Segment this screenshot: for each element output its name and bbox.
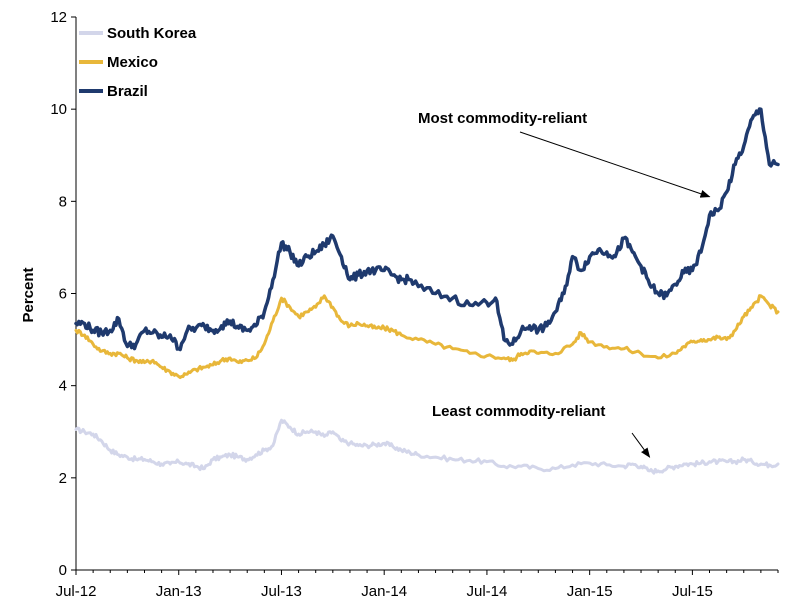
legend-label: Mexico	[107, 54, 158, 71]
y-tick-label: 6	[59, 286, 67, 303]
series-line-brazil	[74, 107, 780, 352]
legend-label: Brazil	[107, 83, 148, 100]
y-tick-label: 4	[59, 378, 67, 395]
x-tick-label: Jan-13	[156, 583, 202, 600]
y-tick-label: 12	[50, 9, 67, 26]
annotation-label: Most commodity-reliant	[418, 110, 587, 127]
x-tick-label: Jul-14	[466, 583, 507, 600]
x-tick-label: Jan-15	[567, 583, 613, 600]
x-axis: Jul-12 Jan-13 Jul-13 Jan-14 Jul-14 Jan-15 Jul-…	[56, 569, 779, 600]
x-tick-label: Jul-15	[672, 583, 713, 600]
annotation-arrow	[519, 131, 711, 198]
annotation-arrow	[631, 432, 651, 458]
series-group	[74, 107, 780, 475]
x-tick-label: Jul-12	[56, 583, 97, 600]
series-line-south-korea	[74, 418, 780, 475]
y-axis-label: Percent	[20, 267, 37, 322]
series-line-mexico	[74, 294, 780, 380]
y-tick-label: 10	[50, 101, 67, 118]
x-tick-label: Jul-13	[261, 583, 302, 600]
annotation-label: Least commodity-reliant	[432, 403, 605, 420]
legend: South Korea Mexico Brazil	[79, 25, 197, 100]
y-axis: 0 2 4 6 8 10 12	[50, 9, 77, 579]
legend-label: South Korea	[107, 25, 197, 42]
x-tick-label: Jan-14	[361, 583, 407, 600]
y-tick-label: 0	[59, 562, 67, 579]
annotations: Most commodity-reliant Least commodity-re…	[418, 110, 711, 458]
y-tick-label: 8	[59, 193, 67, 210]
y-tick-label: 2	[59, 470, 67, 487]
